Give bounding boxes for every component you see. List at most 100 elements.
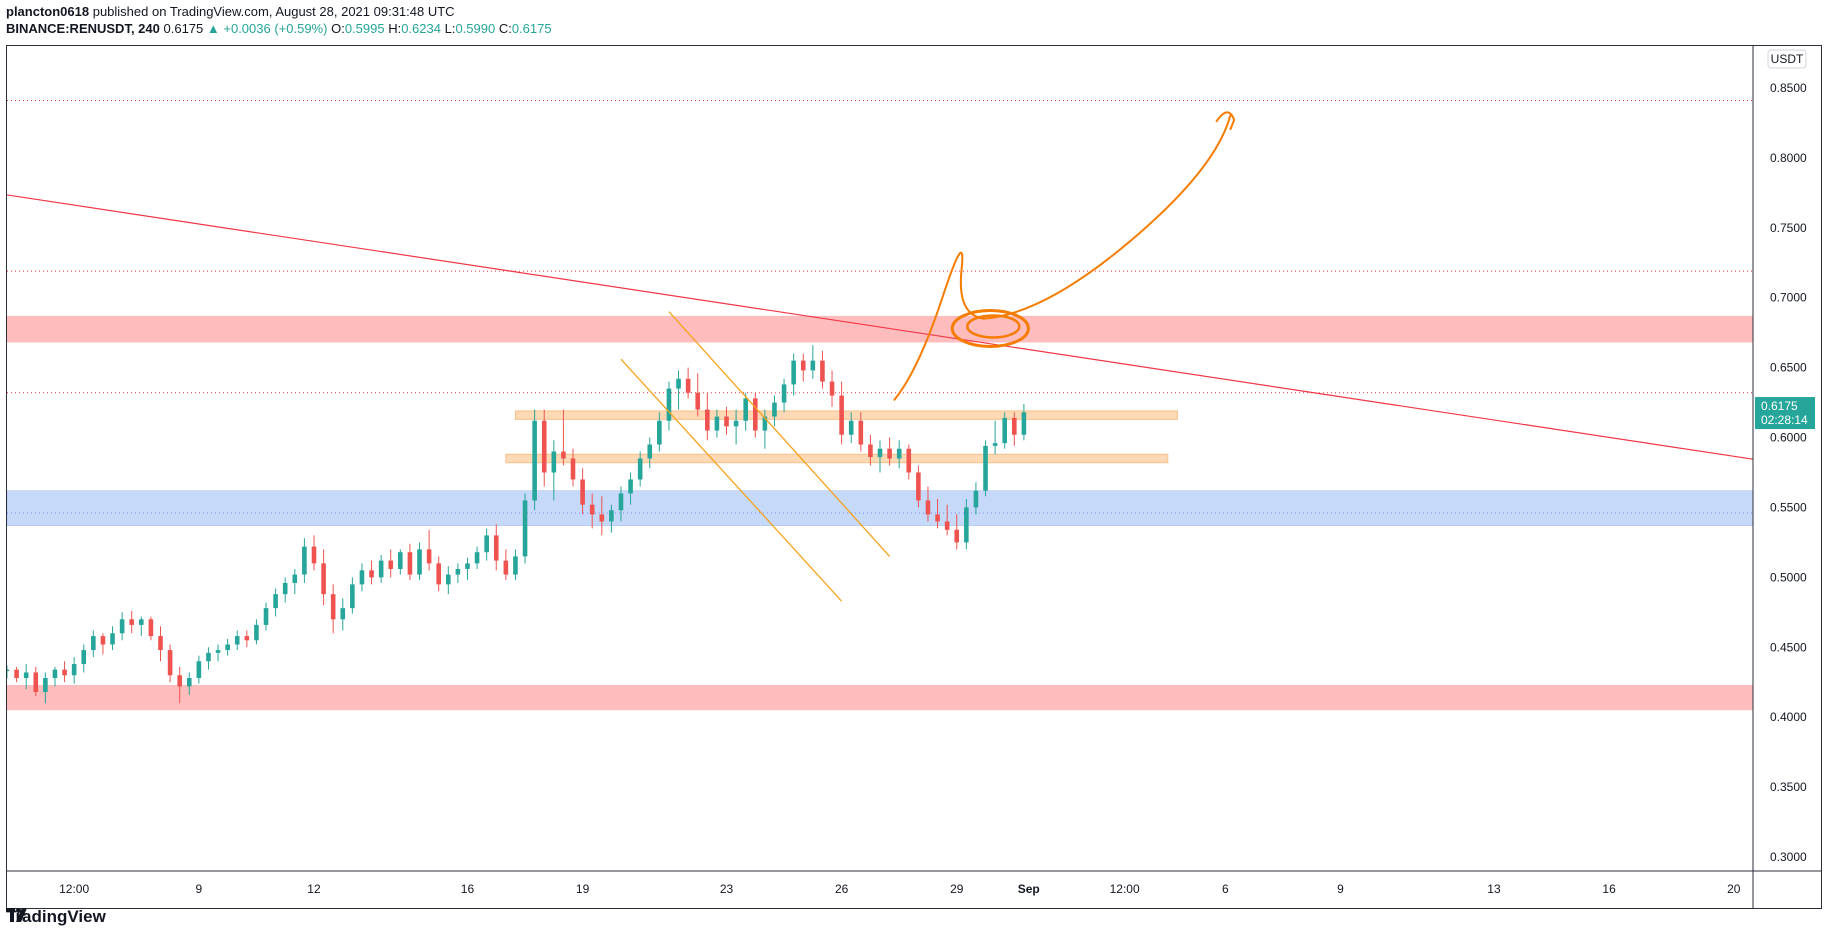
candle <box>532 420 537 501</box>
candle <box>177 675 182 687</box>
candle <box>992 443 998 446</box>
y-tick-label: 0.6000 <box>1770 431 1807 445</box>
candle <box>282 582 288 595</box>
symbol-name[interactable]: BINANCE:RENUSDT, 240 <box>6 21 160 36</box>
channel-line <box>620 358 843 602</box>
candle <box>647 444 653 459</box>
candle <box>829 381 835 396</box>
x-tick-label: 19 <box>576 882 590 896</box>
zone-lower-range <box>505 453 1169 464</box>
last-price: 0.6175 <box>163 21 204 36</box>
low-label: L: <box>444 21 456 36</box>
candle <box>14 669 19 679</box>
price-chart[interactable]: 0.8500 0.8000 0.7500 0.7000 0.6500 0.6000 0.55… <box>7 46 1821 908</box>
candle <box>43 678 48 693</box>
channel-line <box>668 311 891 557</box>
x-tick-label: 13 <box>1487 882 1501 896</box>
candle <box>964 507 969 543</box>
tradingview-logo[interactable]: TradingView <box>6 907 106 927</box>
open-label: O: <box>331 21 345 36</box>
candle <box>676 378 681 389</box>
candle <box>100 636 106 645</box>
projection-arrow <box>893 114 1232 401</box>
candle <box>23 672 29 679</box>
candle <box>398 552 403 569</box>
candle <box>666 388 672 421</box>
candle <box>350 584 355 609</box>
candle <box>628 479 633 494</box>
open-value: 0.5995 <box>344 21 385 36</box>
high-label: H: <box>388 21 402 36</box>
candle <box>522 500 528 557</box>
candle <box>378 560 384 578</box>
candle <box>810 360 816 371</box>
candle <box>148 619 154 637</box>
zone-upper-range <box>514 410 1178 420</box>
candle <box>340 608 346 620</box>
candle <box>244 636 250 641</box>
candle <box>513 556 518 575</box>
low-value: 0.5990 <box>455 21 496 36</box>
candle <box>657 420 662 445</box>
current-price-value: 0.6175 <box>1761 399 1798 413</box>
candle <box>1002 417 1008 444</box>
y-tick-label: 0.8000 <box>1770 151 1807 165</box>
y-tick-label: 0.8500 <box>1770 81 1807 95</box>
candle <box>119 619 125 634</box>
tradingview-logo-icon <box>6 908 27 922</box>
candle <box>311 546 317 564</box>
candle <box>465 563 470 569</box>
candle <box>263 608 269 625</box>
candle <box>436 563 442 585</box>
candle <box>800 360 806 371</box>
candle <box>503 560 509 575</box>
candle <box>426 549 432 564</box>
candle <box>445 574 451 585</box>
candle <box>954 529 960 543</box>
candle <box>215 650 221 653</box>
candle <box>139 619 144 625</box>
candle <box>858 420 864 445</box>
candle <box>599 514 605 522</box>
y-tick-label: 0.4000 <box>1770 710 1807 724</box>
x-tick-label: Sep <box>1018 882 1040 896</box>
zone-resistance <box>7 315 1753 343</box>
x-tick-label: 29 <box>950 882 964 896</box>
candle <box>330 594 336 620</box>
y-tick-label: 0.6500 <box>1770 361 1807 375</box>
close-label: C: <box>498 21 512 36</box>
candle <box>791 360 796 385</box>
candle <box>234 636 240 645</box>
x-tick-label: 6 <box>1222 882 1229 896</box>
currency-badge[interactable] <box>1767 49 1807 69</box>
candle <box>91 636 96 651</box>
candle <box>1021 412 1027 435</box>
x-tick-label: 20 <box>1727 882 1741 896</box>
y-tick-label: 0.3000 <box>1770 850 1807 864</box>
candle <box>685 378 691 393</box>
bar-countdown: 02:28:14 <box>1761 413 1808 427</box>
target-circle-inner <box>966 314 1021 339</box>
author-name[interactable]: plancton0618 <box>6 4 90 19</box>
candle <box>906 448 912 473</box>
high-value: 0.6234 <box>401 21 441 36</box>
x-tick-label: 26 <box>835 882 849 896</box>
descending-trendline <box>7 194 1754 460</box>
candle <box>733 420 739 427</box>
y-tick-label: 0.3500 <box>1770 780 1807 794</box>
candle <box>916 472 921 501</box>
publish-text: published on TradingView.com, August 28,… <box>92 4 455 19</box>
candle <box>110 633 115 645</box>
zone-support <box>7 685 1753 711</box>
chart-pane[interactable]: 0.8500 0.8000 0.7500 0.7000 0.6500 0.6000 0.55… <box>6 45 1822 909</box>
candle <box>973 490 979 508</box>
candle <box>407 552 413 575</box>
candle <box>302 546 307 575</box>
candle <box>848 420 854 435</box>
candle <box>158 636 163 651</box>
candle <box>877 448 883 458</box>
candle <box>33 672 39 693</box>
candle <box>896 448 902 459</box>
candle <box>561 451 566 459</box>
candle <box>839 395 844 435</box>
